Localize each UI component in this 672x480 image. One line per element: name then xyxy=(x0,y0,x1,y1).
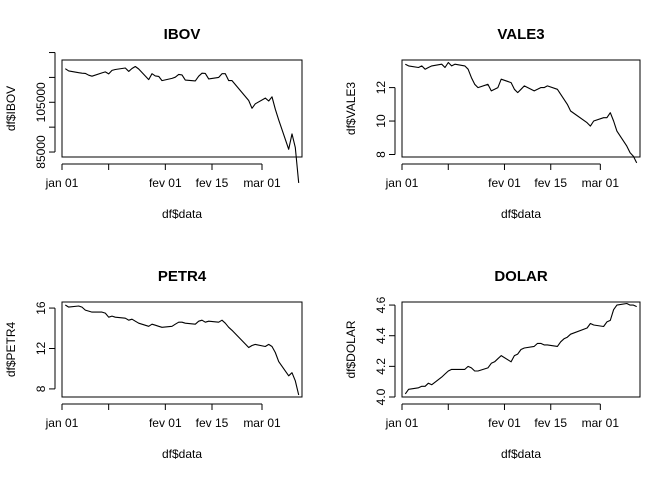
x-axis-label: df$data xyxy=(162,447,202,461)
y-tick-label: 4.6 xyxy=(374,296,388,313)
x-tick-label: fev 01 xyxy=(149,176,182,190)
x-tick-label: fev 01 xyxy=(149,416,182,430)
y-axis-label: df$DOLAR xyxy=(344,320,358,378)
x-tick-label: mar 01 xyxy=(243,416,281,430)
y-tick-label: 12 xyxy=(374,81,388,95)
y-tick-label: 8 xyxy=(374,151,388,158)
x-tick-label: fev 01 xyxy=(488,416,521,430)
plot-frame xyxy=(61,59,303,158)
y-axis-label: df$IBOV xyxy=(4,86,18,131)
y-tick-label: 16 xyxy=(34,301,48,315)
x-tick-label: mar 01 xyxy=(243,176,281,190)
y-axis-label: df$VALE3 xyxy=(344,82,358,135)
x-tick-label: jan 01 xyxy=(385,176,419,190)
y-tick-label: 85000 xyxy=(34,135,48,169)
y-tick-label: 4.0 xyxy=(374,388,388,405)
x-tick-label: mar 01 xyxy=(582,416,620,430)
x-tick-label: jan 01 xyxy=(385,416,419,430)
x-tick-label: jan 01 xyxy=(45,416,79,430)
x-tick-label: fev 01 xyxy=(488,176,521,190)
x-tick-label: fev 15 xyxy=(196,176,229,190)
x-tick-label: mar 01 xyxy=(582,176,620,190)
x-tick-label: jan 01 xyxy=(45,176,79,190)
y-tick-label: 10 xyxy=(374,114,388,128)
series-line-petr4 xyxy=(65,304,300,396)
x-tick-label: fev 15 xyxy=(196,416,229,430)
x-tick-label: fev 15 xyxy=(534,416,567,430)
plot-frame xyxy=(401,59,641,158)
chart-title: DOLAR xyxy=(494,268,547,285)
chart-title: IBOV xyxy=(164,26,201,43)
y-tick-label: 8 xyxy=(34,385,48,392)
series-line-dolar xyxy=(404,302,637,395)
y-tick-label: 105000 xyxy=(34,82,48,122)
x-axis-label: df$data xyxy=(501,207,541,221)
plot-frame xyxy=(401,301,641,398)
x-axis-label: df$data xyxy=(501,447,541,461)
x-axis-label: df$data xyxy=(162,207,202,221)
y-tick-label: 4.4 xyxy=(374,327,388,344)
series-line-vale3 xyxy=(405,61,638,164)
x-tick-label: fev 15 xyxy=(534,176,567,190)
chart-title: VALE3 xyxy=(497,26,544,43)
chart-title: PETR4 xyxy=(158,268,207,285)
y-tick-label: 12 xyxy=(34,341,48,355)
y-axis-label: df$PETR4 xyxy=(4,321,18,377)
y-tick-label: 4.2 xyxy=(374,358,388,375)
series-line-ibov xyxy=(65,65,300,183)
plot-frame xyxy=(61,301,303,398)
